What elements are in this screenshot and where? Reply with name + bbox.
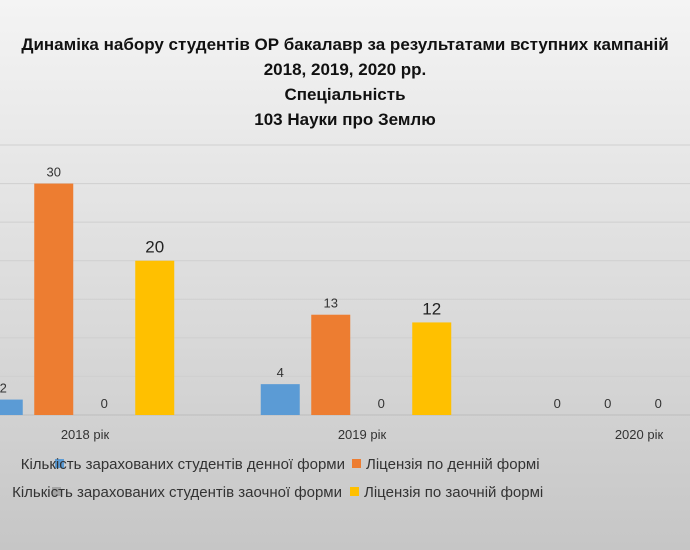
title-line-4: 103 Науки про Землю (254, 110, 436, 129)
data-label: 20 (145, 238, 164, 257)
legend-label: Ліцензія по заочній формі (364, 484, 543, 501)
bar (412, 322, 452, 415)
title-line-2: 2018, 2019, 2020 рр. (263, 60, 427, 79)
data-label: 4 (277, 365, 284, 380)
legend-marker (52, 487, 61, 496)
data-label: 12 (422, 299, 441, 318)
data-label: 0 (655, 396, 662, 411)
category-label: 2018 рік (61, 427, 110, 442)
data-label: 2 (0, 381, 7, 396)
data-label: 13 (324, 296, 338, 311)
bar (0, 399, 23, 415)
category-label: 2020 рік (615, 427, 664, 442)
data-label: 0 (378, 396, 385, 411)
title-line-3: Спеціальність (284, 85, 406, 104)
legend-marker (352, 459, 361, 468)
chart-title: Динаміка набору студентів ОР бакалавр за… (0, 32, 690, 132)
legend-label: Кількість зарахованих студентів денної ф… (21, 456, 345, 473)
data-label: 0 (101, 396, 108, 411)
bar (135, 260, 175, 415)
category-label: 2019 рік (338, 427, 387, 442)
data-label: 0 (554, 396, 561, 411)
legend-label: Ліцензія по денній формі (366, 456, 540, 473)
title-line-1: Динаміка набору студентів ОР бакалавр за… (21, 35, 669, 54)
data-label: 30 (47, 165, 61, 180)
legend-label: Кількість зарахованих студентів заочної … (12, 484, 342, 501)
bar (34, 183, 74, 415)
data-label: 0 (604, 396, 611, 411)
legend-marker (350, 487, 359, 496)
legend-marker (55, 459, 64, 468)
bar (311, 314, 351, 415)
bar (260, 384, 300, 415)
